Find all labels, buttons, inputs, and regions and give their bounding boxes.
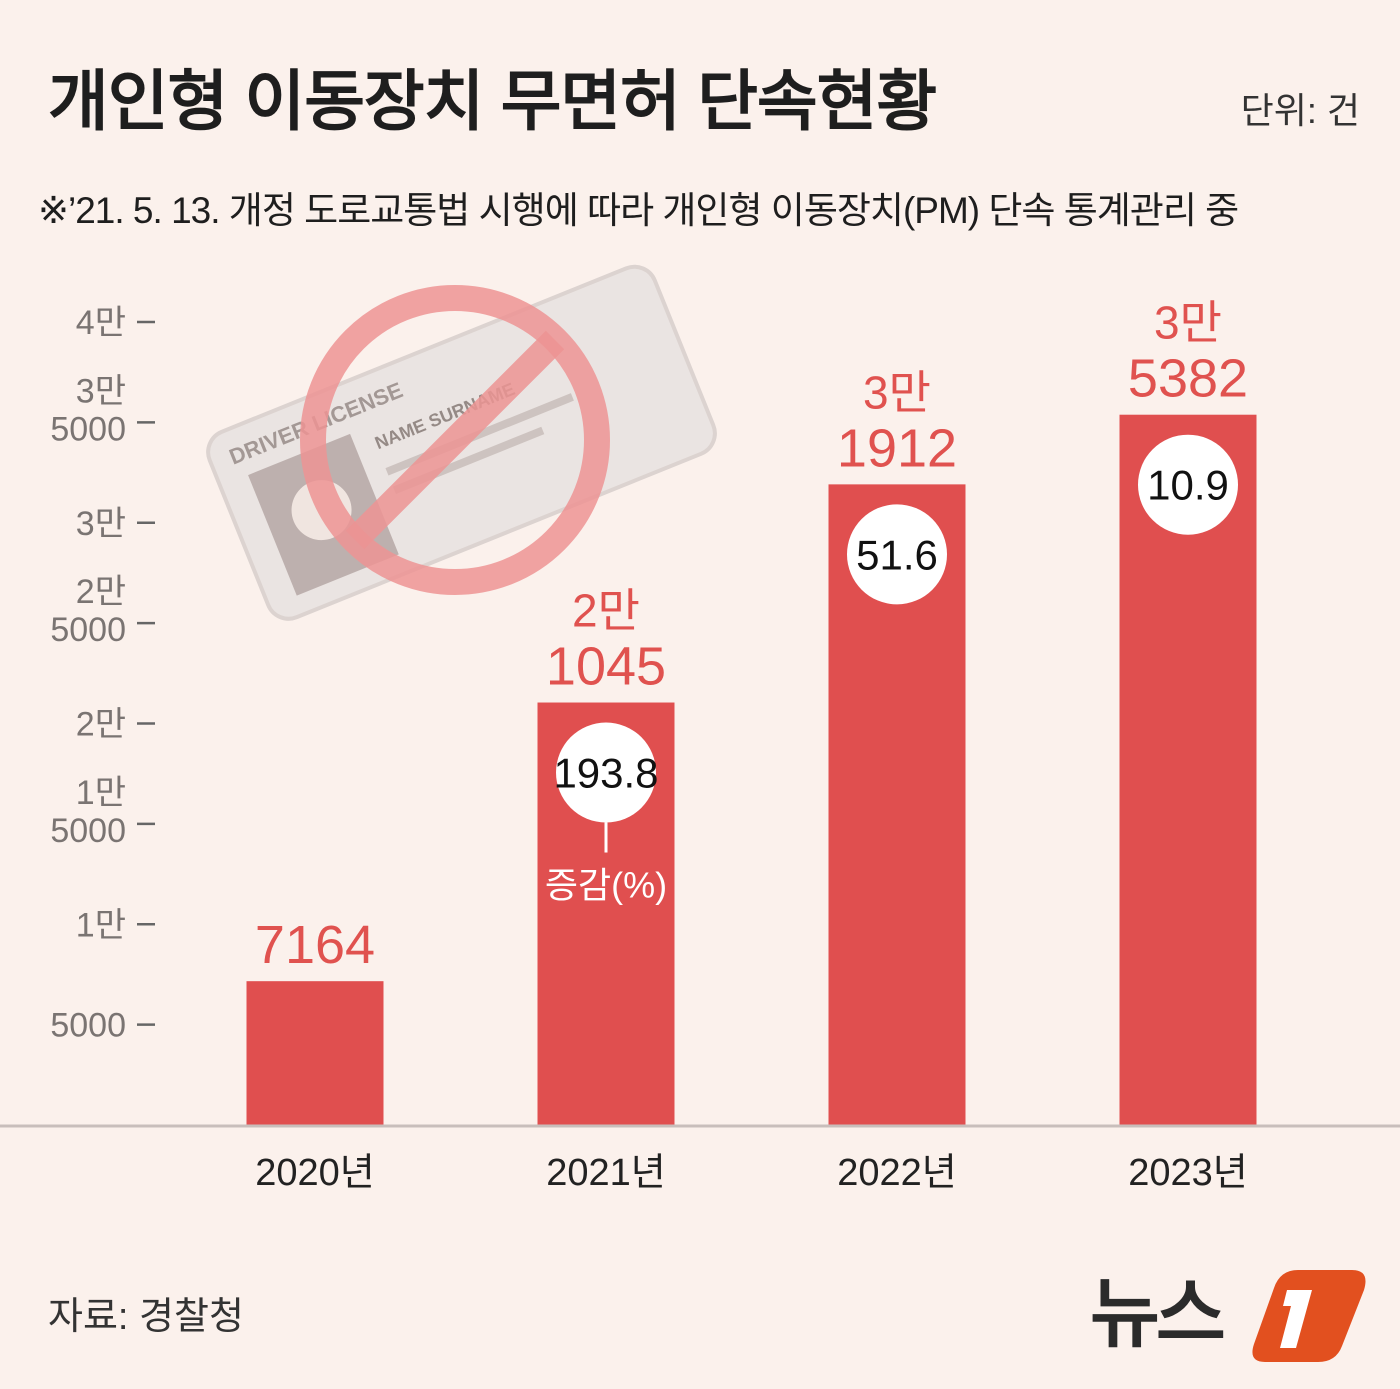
y-tick-label: 3만 <box>76 372 126 410</box>
unit-label: 단위: 건 <box>1240 90 1360 131</box>
y-tick-label: 5000 <box>50 812 126 850</box>
data-label: 3만 <box>863 366 931 418</box>
y-tick-label: 5000 <box>50 611 126 649</box>
data-label: 1045 <box>546 637 666 697</box>
footnote: ※’21. 5. 13. 개정 도로교통법 시행에 따라 개인형 이동장치(PM… <box>38 190 1239 231</box>
y-tick-label: 2만 <box>76 573 126 611</box>
data-label: 1912 <box>837 418 957 478</box>
change-circle <box>1138 434 1238 535</box>
x-tick-label: 2021년 <box>546 1152 666 1194</box>
data-label: 7164 <box>255 915 375 975</box>
y-tick-label: 5000 <box>50 410 126 448</box>
x-tick-label: 2022년 <box>837 1152 957 1194</box>
y-tick-label: 5000 <box>50 1007 126 1045</box>
y-tick-label: 3만 <box>76 505 126 543</box>
page-title: 개인형 이동장치 무면허 단속현황 <box>48 64 937 138</box>
x-tick-label: 2023년 <box>1128 1152 1248 1194</box>
y-tick-label: 2만 <box>76 706 126 744</box>
change-value: 10.9 <box>1147 462 1229 509</box>
data-label: 2만 <box>572 585 640 637</box>
data-label: 5382 <box>1128 349 1248 409</box>
x-tick-label: 2020년 <box>255 1152 375 1194</box>
svg-text:뉴스: 뉴스 <box>1090 1269 1224 1358</box>
license-illustration: DRIVER LICENSE NAME SURNAME <box>206 264 717 621</box>
y-tick-label: 4만 <box>76 304 126 342</box>
change-legend-label: 증감(%) <box>545 865 667 906</box>
data-label: 3만 <box>1154 297 1222 349</box>
change-value: 51.6 <box>856 531 938 578</box>
y-tick-label: 1만 <box>76 774 126 812</box>
y-tick-label: 1만 <box>76 906 126 944</box>
bar <box>246 981 384 1125</box>
change-value: 193.8 <box>553 750 658 797</box>
change-circle <box>847 504 947 605</box>
prohibition-icon <box>300 285 610 595</box>
change-circle <box>556 722 656 823</box>
source-label: 자료: 경찰청 <box>48 1296 244 1338</box>
news1-logo: 뉴스 <box>1090 1269 1366 1362</box>
